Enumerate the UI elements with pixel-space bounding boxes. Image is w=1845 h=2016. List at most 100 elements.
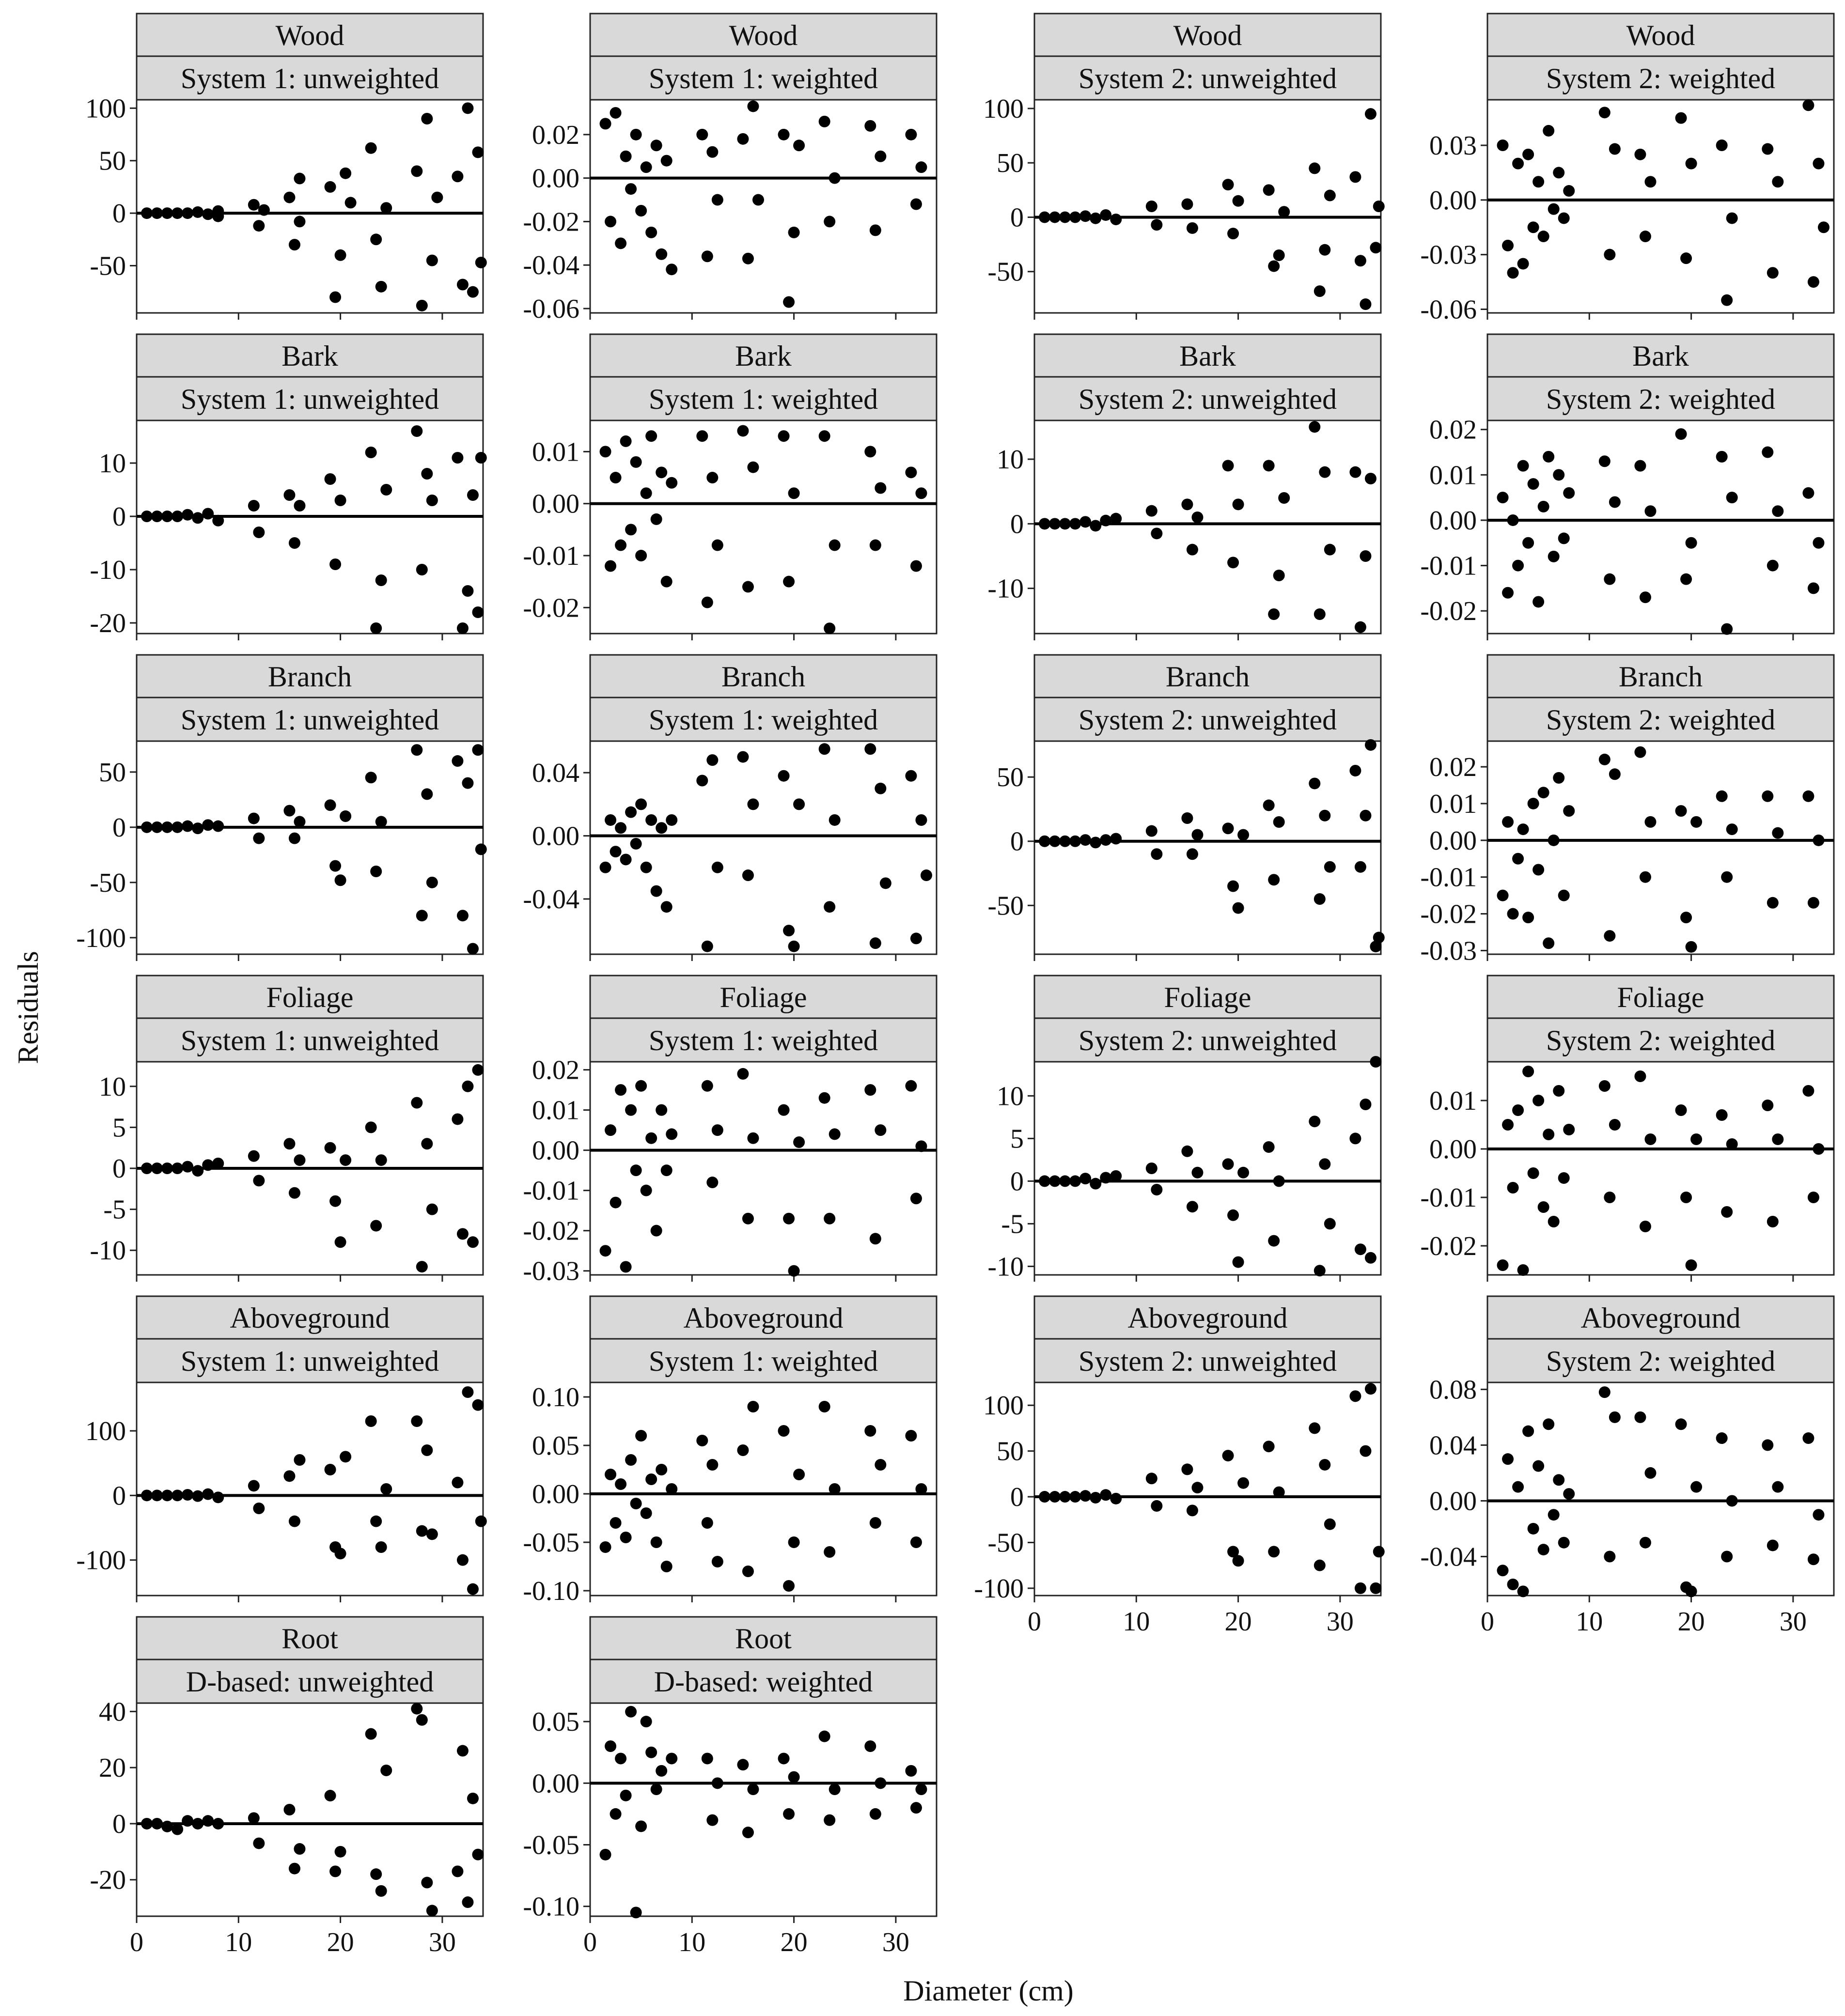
residual-point — [1685, 157, 1697, 170]
facet-panel: Foliage System 2: weighted 0.01 0.00 -0.01 -0… — [1420, 975, 1835, 1282]
strip-model-label: System 1: weighted — [649, 1345, 878, 1377]
residual-point — [1644, 816, 1657, 828]
residual-point — [1268, 874, 1280, 886]
y-tick-label: -0.01 — [1420, 863, 1477, 893]
y-tick-label: 0.00 — [532, 1479, 579, 1509]
residual-point — [1069, 835, 1081, 847]
residual-point — [452, 1476, 464, 1489]
residual-point — [1100, 834, 1112, 846]
x-tick-label: 10 — [678, 1927, 705, 1957]
residual-point — [1497, 1565, 1509, 1577]
residual-point — [1349, 1132, 1361, 1145]
residual-point — [365, 1121, 377, 1133]
residual-point — [1517, 823, 1529, 836]
residual-point — [630, 128, 642, 140]
y-tick-label: -0.04 — [523, 884, 579, 915]
residual-point — [1639, 231, 1651, 243]
residual-point — [1370, 1582, 1382, 1594]
strip-model-label: System 1: unweighted — [181, 383, 439, 415]
residual-point — [212, 820, 224, 832]
strip-model-bg — [589, 55, 938, 101]
y-tick-label: 0.04 — [1429, 1430, 1477, 1460]
residual-point — [610, 1196, 622, 1209]
residual-point — [1232, 1256, 1244, 1268]
residual-point — [294, 216, 306, 228]
y-tick-label: 0.00 — [1429, 186, 1477, 216]
residual-point — [1807, 582, 1819, 594]
residual-point — [1604, 573, 1616, 585]
residual-point — [711, 539, 723, 551]
residual-point — [711, 1124, 723, 1136]
plot-area-frame — [136, 99, 484, 314]
residual-point — [1548, 1509, 1560, 1521]
residual-point — [1543, 450, 1555, 463]
residual-point — [1558, 1172, 1570, 1184]
residual-point — [1680, 573, 1692, 585]
residual-point — [1263, 1141, 1275, 1153]
y-tick-label: 0 — [1010, 1482, 1024, 1512]
residual-point — [421, 468, 433, 480]
residual-point — [1680, 1192, 1692, 1203]
plot-area-frame — [136, 740, 484, 955]
residual-point — [1100, 1489, 1112, 1501]
strip-component-label: Bark — [1632, 340, 1689, 372]
residual-point — [824, 216, 836, 228]
residual-point — [1049, 518, 1061, 530]
residual-point — [467, 286, 479, 298]
residual-point — [1726, 1138, 1738, 1150]
residual-point — [1772, 827, 1784, 839]
y-tick-label: 100 — [85, 1416, 126, 1446]
residual-point — [1553, 167, 1565, 179]
residual-point — [1324, 861, 1336, 873]
residual-point — [248, 199, 260, 211]
residual-point — [788, 1536, 800, 1548]
residual-point — [1813, 537, 1825, 549]
residual-point — [915, 814, 927, 826]
residual-point — [778, 1752, 790, 1765]
residual-point — [1324, 543, 1336, 556]
residual-point — [192, 1817, 204, 1830]
plot-area-frame — [589, 1702, 938, 1917]
residual-point — [910, 932, 922, 945]
y-tick-label: -20 — [90, 1865, 126, 1895]
residual-point — [1268, 1235, 1280, 1247]
residual-point — [1370, 1056, 1382, 1068]
residual-point — [747, 1783, 759, 1796]
residual-point — [151, 1817, 163, 1830]
residual-point — [421, 1444, 433, 1456]
residual-point — [1364, 473, 1376, 484]
residual-point — [1553, 469, 1565, 481]
residual-point — [737, 425, 749, 437]
residual-point — [1680, 912, 1692, 924]
x-tick-label: 30 — [1780, 1607, 1807, 1637]
facet-panel: Aboveground System 2: weighted 0.08 0.04 0.0… — [1420, 1295, 1835, 1637]
residual-point — [1762, 446, 1774, 458]
residual-point — [666, 1483, 678, 1495]
residual-point — [1364, 108, 1376, 120]
strip-component-label: Wood — [729, 19, 798, 51]
residual-point — [1079, 834, 1092, 846]
residual-point — [625, 806, 637, 818]
residual-point — [1181, 198, 1193, 210]
strip-model-label: System 2: unweighted — [1079, 1345, 1337, 1377]
y-tick-label: -100 — [76, 923, 126, 953]
residual-point — [1690, 816, 1703, 828]
residual-point — [340, 1154, 352, 1166]
residual-point — [615, 1478, 627, 1490]
residual-point — [288, 1862, 300, 1875]
residual-point — [864, 1084, 876, 1096]
residual-point — [1181, 1145, 1193, 1157]
residual-point — [151, 207, 163, 219]
y-tick-label: -50 — [90, 868, 126, 898]
residual-point — [615, 237, 627, 249]
residual-point — [660, 901, 672, 913]
residual-point — [625, 524, 637, 536]
residual-point — [340, 1451, 352, 1463]
residual-point — [635, 1430, 647, 1442]
residual-point — [288, 537, 300, 549]
residual-point — [1273, 1175, 1285, 1187]
residual-point — [411, 1097, 423, 1109]
residual-point — [1807, 897, 1819, 909]
residual-point — [742, 1566, 754, 1577]
